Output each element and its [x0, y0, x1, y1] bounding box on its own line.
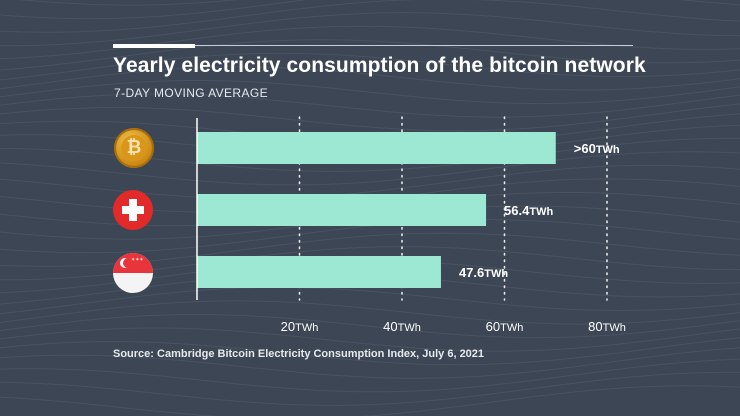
x-tick-unit: TWh [603, 322, 626, 334]
bar [197, 132, 556, 164]
title-divider-rule [195, 45, 633, 46]
title-accent-rule [113, 44, 195, 48]
x-tick-label: 80TWh [588, 319, 626, 334]
background-wave-line [0, 12, 740, 47]
x-tick-label: 20TWh [281, 319, 319, 334]
bar-value-label: 56.4TWh [504, 203, 553, 218]
x-tick-unit: TWh [398, 322, 421, 334]
background-wave-line [0, 327, 740, 352]
background-wave-line [0, 151, 740, 186]
background-wave-line [0, 93, 740, 118]
background-wave-line [0, 52, 740, 81]
bar-value-label: >60TWh [574, 141, 620, 156]
background-wave-line [0, 79, 740, 105]
bar-value-number: >60 [574, 141, 596, 156]
x-tick-number: 20 [281, 319, 295, 334]
swiss-flag-icon [113, 190, 153, 230]
background-wave-line [0, 300, 740, 325]
background-wave-line [0, 0, 740, 20]
x-tick-number: 80 [588, 319, 602, 334]
background-wave-line [0, 337, 740, 366]
background-wave-line [0, 66, 740, 91]
bar-value-unit: TWh [529, 206, 553, 218]
chart-title: Yearly electricity consumption of the bi… [113, 54, 646, 77]
background-wave-line [0, 286, 740, 315]
bar-value-number: 47.6 [459, 265, 484, 280]
background-wave-line [0, 0, 740, 33]
bar-value-label: 47.6TWh [459, 265, 508, 280]
x-tick-number: 60 [486, 319, 500, 334]
singapore-crescent-cut [123, 258, 133, 268]
background-wave-line [0, 39, 740, 71]
singapore-flag-icon: ✶✶✶ [113, 253, 153, 293]
bar-value-unit: TWh [484, 268, 508, 280]
x-tick-unit: TWh [500, 322, 523, 334]
bar [197, 256, 441, 288]
background-wave-line [0, 347, 740, 379]
singapore-stars: ✶✶✶ [131, 257, 144, 263]
bar-value-unit: TWh [596, 144, 620, 156]
x-tick-unit: TWh [295, 322, 318, 334]
x-tick-label: 40TWh [383, 319, 421, 334]
bitcoin-symbol: ₿ [121, 135, 147, 161]
background-wave-line [0, 103, 740, 132]
source-note: Source: Cambridge Bitcoin Electricity Co… [113, 348, 485, 360]
background-wave-line [0, 358, 740, 393]
bar-value-number: 56.4 [504, 203, 530, 218]
x-tick-label: 60TWh [486, 319, 524, 334]
background-wave-line [0, 371, 740, 406]
background-wave-line [0, 313, 740, 339]
bitcoin-logo-icon: ₿ [114, 128, 154, 168]
chart-subtitle: 7-DAY MOVING AVERAGE [114, 86, 269, 100]
swiss-cross-horizontal [122, 206, 144, 214]
background-wave-line [17, 0, 238, 6]
bar [197, 194, 487, 226]
x-tick-number: 40 [383, 319, 397, 334]
